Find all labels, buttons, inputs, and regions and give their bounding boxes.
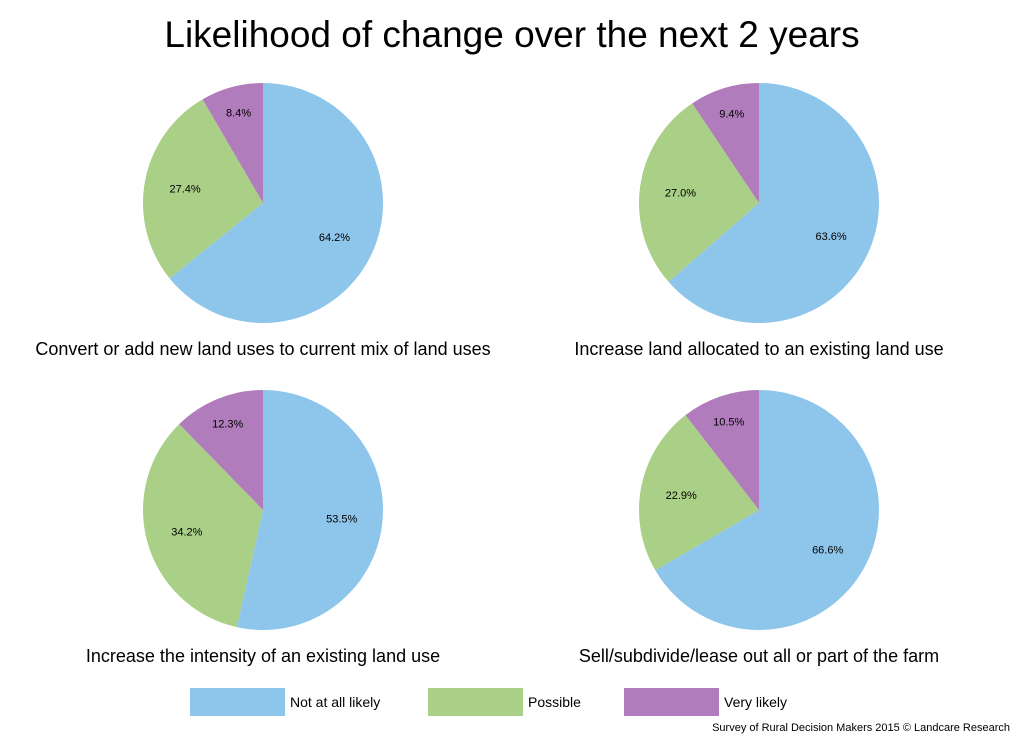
data-label-possible: 27.4% <box>170 184 201 196</box>
pie-slice-not-at-all-likely <box>655 390 880 631</box>
data-label-possible: 34.2% <box>171 527 202 539</box>
pie-chart-2: 63.6% 27.0% 9.4% Increase land allocated to… <box>574 83 944 359</box>
legend-swatch-very-likely <box>624 688 719 716</box>
pie-caption: Convert or add new land uses to current … <box>35 339 490 359</box>
data-label-not-at-all-likely: 63.6% <box>815 231 846 243</box>
pie-slice-very-likely <box>179 390 263 510</box>
pie-slice-not-at-all-likely <box>169 83 384 323</box>
pie-caption: Increase the intensity of an existing la… <box>86 646 440 666</box>
chart-title: Likelihood of change over the next 2 yea… <box>164 14 860 55</box>
legend-label-not-at-all-likely: Not at all likely <box>290 694 380 710</box>
legend-swatch-not-at-all-likely <box>190 688 285 716</box>
pie-slice-not-at-all-likely <box>236 390 384 630</box>
pie-slice-possible <box>143 99 263 279</box>
pie-slice-not-at-all-likely <box>668 83 880 323</box>
legend-label-possible: Possible <box>528 694 581 710</box>
data-label-very-likely: 12.3% <box>212 418 243 430</box>
data-label-possible: 22.9% <box>666 490 697 502</box>
data-label-not-at-all-likely: 66.6% <box>812 544 843 556</box>
data-label-very-likely: 8.4% <box>226 108 251 120</box>
data-label-very-likely: 9.4% <box>719 108 744 120</box>
data-label-very-likely: 10.5% <box>713 416 744 428</box>
pie-slice-possible <box>639 415 759 571</box>
pie-slice-possible <box>638 103 759 282</box>
legend-swatch-possible <box>428 688 523 716</box>
data-label-not-at-all-likely: 64.2% <box>319 232 350 244</box>
pie-slice-very-likely <box>692 83 759 203</box>
legend: Not at all likely Possible Very likely <box>190 688 787 716</box>
source-credit: Survey of Rural Decision Makers 2015 © L… <box>712 722 1010 734</box>
pie-chart-1: 64.2% 27.4% 8.4% Convert or add new land us… <box>35 83 491 359</box>
pie-slice-very-likely <box>685 390 759 510</box>
pie-chart-4: 66.6% 22.9% 10.5% Sell/subdivide/lease out … <box>579 390 939 666</box>
pie-slice-very-likely <box>202 83 263 203</box>
data-label-not-at-all-likely: 53.5% <box>326 514 357 526</box>
pie-caption: Sell/subdivide/lease out all or part of … <box>579 646 939 666</box>
pie-caption: Increase land allocated to an existing l… <box>574 339 943 359</box>
pie-chart-3: 53.5% 34.2% 12.3% Increase the intensity of… <box>86 390 440 666</box>
legend-label-very-likely: Very likely <box>724 694 787 710</box>
pie-slice-possible <box>142 424 263 628</box>
data-label-possible: 27.0% <box>665 188 696 200</box>
